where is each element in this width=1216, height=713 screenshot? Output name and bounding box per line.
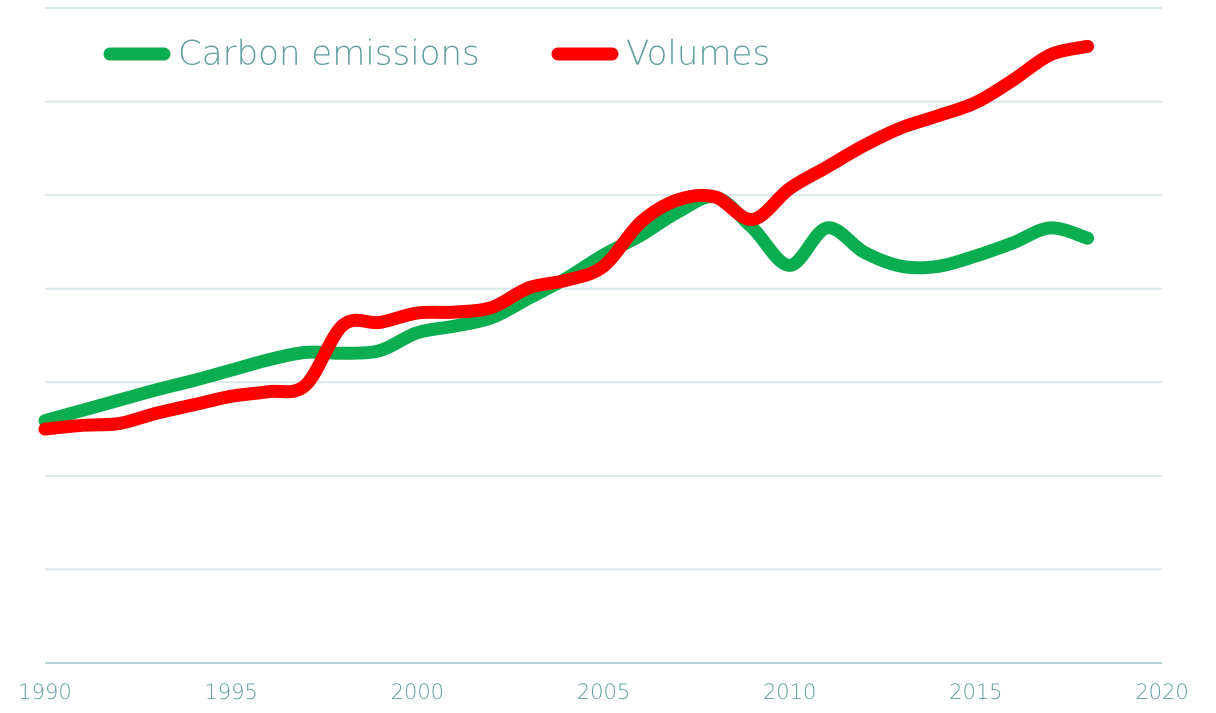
x-tick-label: 2005 bbox=[577, 680, 630, 704]
x-tick-label: 1990 bbox=[18, 680, 71, 704]
x-tick-label: 2015 bbox=[949, 680, 1002, 704]
x-tick-label: 2020 bbox=[1135, 680, 1188, 704]
x-tick-label: 2010 bbox=[763, 680, 816, 704]
x-tick-label: 2000 bbox=[391, 680, 444, 704]
legend-label: Carbon emissions bbox=[178, 34, 480, 74]
x-tick-label: 1995 bbox=[204, 680, 257, 704]
legend-label: Volumes bbox=[626, 34, 770, 74]
series-line bbox=[38, 39, 1095, 436]
series-line bbox=[38, 190, 1095, 428]
